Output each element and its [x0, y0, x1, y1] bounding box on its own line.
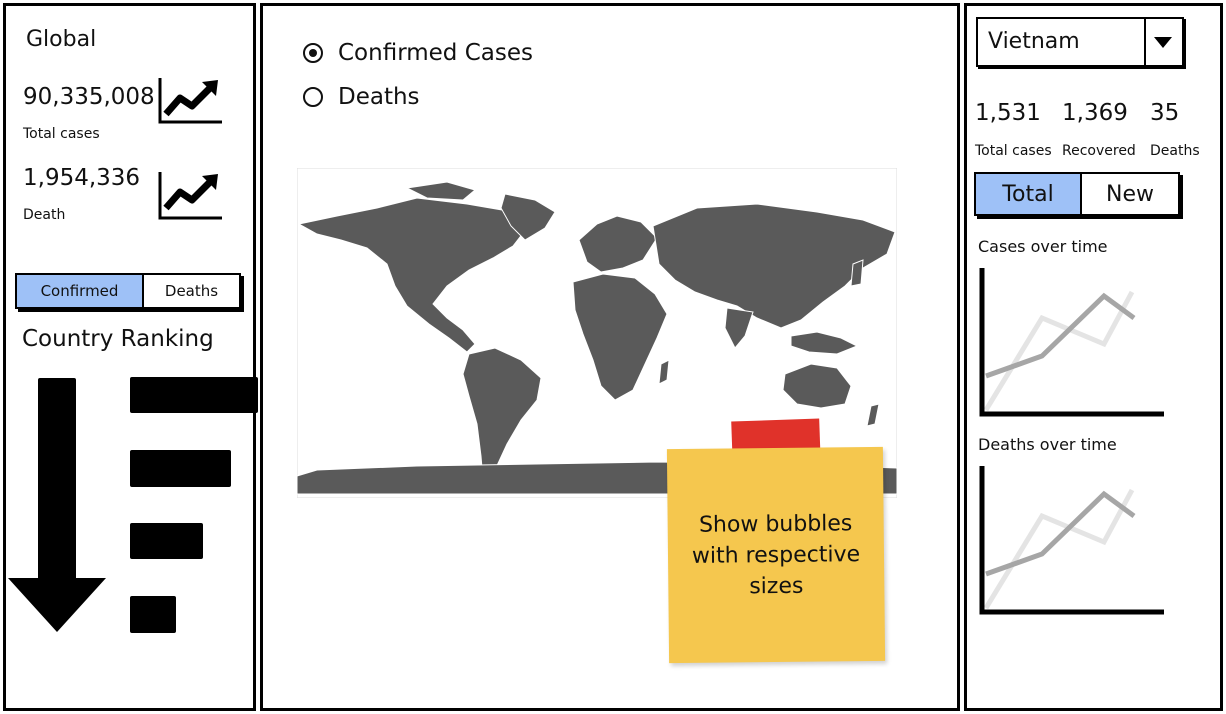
deaths-over-time-chart — [979, 466, 1164, 615]
country-period-toggle: Total New — [974, 172, 1180, 216]
cases-over-time-chart — [979, 268, 1164, 417]
toggle-confirmed[interactable]: Confirmed — [17, 275, 142, 307]
global-total-cases-label: Total cases — [23, 126, 100, 142]
trend-up-chart-icon — [158, 172, 222, 220]
country-recovered-value: 1,369 — [1062, 100, 1128, 126]
radio-confirmed-cases-label: Confirmed Cases — [338, 40, 533, 66]
toggle-deaths[interactable]: Deaths — [142, 275, 239, 307]
arrow-down-icon — [8, 378, 106, 632]
ranking-bar — [130, 450, 231, 487]
radio-deaths-label: Deaths — [338, 84, 420, 110]
country-total-cases-value: 1,531 — [975, 100, 1041, 126]
toggle-new[interactable]: New — [1080, 174, 1178, 214]
country-ranking-title: Country Ranking — [22, 326, 214, 352]
global-total-cases-value: 90,335,008 — [23, 84, 155, 110]
deaths-over-time-title: Deaths over time — [978, 435, 1117, 454]
sticky-note: Show bubbles with respective sizes — [666, 446, 886, 664]
chevron-down-icon[interactable] — [1144, 19, 1182, 65]
country-panel — [964, 3, 1223, 711]
country-deaths-label: Deaths — [1150, 143, 1200, 159]
global-death-label: Death — [23, 207, 66, 223]
toggle-total[interactable]: Total — [976, 174, 1080, 214]
country-recovered-label: Recovered — [1062, 143, 1136, 159]
global-title: Global — [26, 27, 97, 52]
ranking-bar — [130, 377, 258, 413]
global-metric-toggle: Confirmed Deaths — [15, 273, 241, 309]
radio-deaths[interactable] — [303, 87, 323, 107]
ranking-bar — [130, 596, 176, 633]
sticky-note-text: Show bubbles with respective sizes — [691, 510, 861, 599]
country-deaths-value: 35 — [1150, 100, 1180, 126]
country-select[interactable]: Vietnam — [976, 17, 1184, 67]
radio-confirmed-cases[interactable] — [303, 43, 323, 63]
trend-up-chart-icon — [158, 78, 222, 124]
ranking-bar — [130, 523, 203, 559]
country-total-cases-label: Total cases — [975, 143, 1052, 159]
global-death-value: 1,954,336 — [23, 165, 141, 191]
cases-over-time-title: Cases over time — [978, 237, 1108, 256]
country-select-value: Vietnam — [988, 29, 1080, 54]
